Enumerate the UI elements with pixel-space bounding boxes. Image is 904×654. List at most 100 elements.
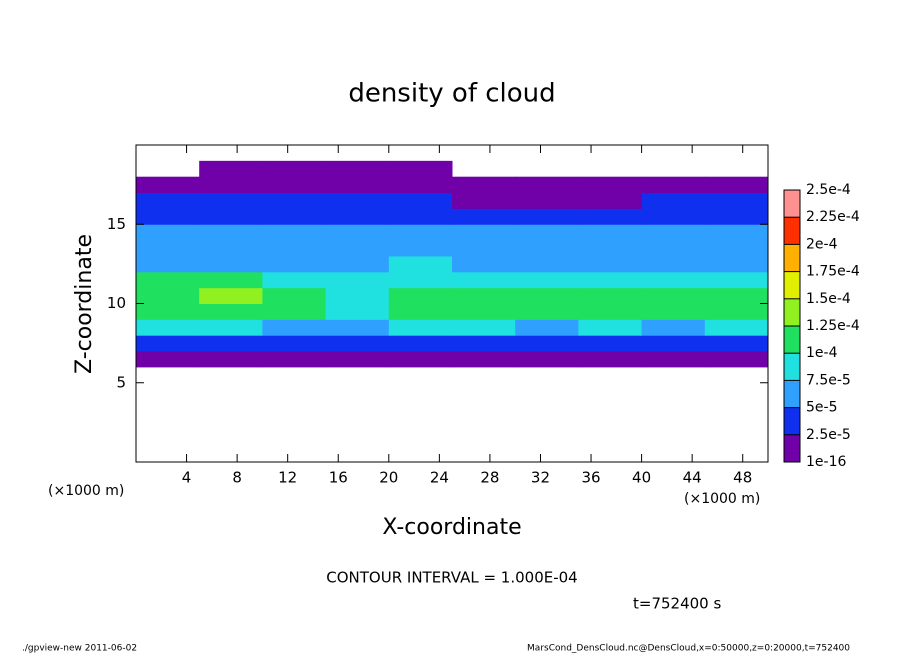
colorbar-swatch [784,271,800,299]
heat-cell [199,335,263,352]
heat-cell [199,160,263,178]
heat-cell [199,319,263,336]
contour-note: CONTOUR INTERVAL = 1.000E-04 [326,569,577,587]
heat-cell [325,351,390,368]
x-tick-label: 40 [632,469,651,487]
colorbar-label: 2.25e-4 [806,209,860,225]
heat-cell [452,240,516,257]
heat-cell [136,335,200,352]
heat-cell [452,224,516,241]
heat-cell [388,335,453,352]
heat-cell [515,176,579,194]
heat-cell [452,335,516,352]
colorbar-label: 7.5e-5 [806,372,851,388]
heat-cell [515,335,579,352]
heat-cell [578,224,643,241]
heat-cell [641,208,706,225]
heat-cell [515,224,579,241]
heat-cell [641,271,706,289]
heat-cell [704,255,769,273]
heat-cell [136,208,200,225]
heat-cell [262,271,327,289]
heat-cell [452,303,516,320]
heat-cell [578,208,643,225]
heat-cell [325,160,390,178]
y-tick-label: 15 [107,215,126,233]
heat-cell [388,176,453,194]
heat-cell [388,240,453,257]
heat-cell [704,303,769,320]
heat-cell [641,335,706,352]
heat-cell [136,271,200,289]
colorbar-swatch [784,353,800,381]
heat-cell [325,255,390,273]
heat-cell [262,351,327,368]
colorbar-swatch [784,380,800,408]
colorbar-label: 1e-16 [806,454,846,470]
x-tick-label: 28 [480,469,499,487]
heat-cell [704,287,769,304]
heat-cell [262,224,327,241]
heat-cell [325,224,390,241]
footer: ./gpview-new 2011-06-02 [22,644,137,654]
heat-cell [578,287,643,304]
heat-cell [388,287,453,304]
heat-cell [136,255,200,273]
colorbar-swatch [784,407,800,435]
heat-cell [325,240,390,257]
colorbar-swatch [784,298,800,326]
heat-cell [199,271,263,289]
chart-title: density of cloud [348,79,555,109]
heat-cell [641,176,706,194]
colorbar-swatch [784,434,800,462]
footer: MarsCond_DensCloud.nc@DensCloud,x=0:5000… [527,644,850,654]
heat-cell [388,351,453,368]
x-tick-label: 48 [733,469,752,487]
heat-cell [704,176,769,194]
heat-cell [578,319,643,336]
heat-cell [136,351,200,368]
heat-cell [578,335,643,352]
heat-cell [325,208,390,225]
heat-cell [325,303,390,320]
heat-cell [325,319,390,336]
heat-cell [515,255,579,273]
heat-cell [452,271,516,289]
heat-cell [452,255,516,273]
heat-cell [199,240,263,257]
x-tick-label: 20 [379,469,398,487]
heat-cell [515,303,579,320]
heat-cell [136,303,200,320]
x-tick-label: 8 [232,469,242,487]
heat-cell [388,208,453,225]
x-axis-label: X-coordinate [382,515,521,540]
heat-cell [452,287,516,304]
y-axis-label: Z-coordinate [72,234,97,374]
heat-cell [199,176,263,194]
heat-cell [136,224,200,241]
heat-cell [452,351,516,368]
heat-cell [641,319,706,336]
heat-cell [515,208,579,225]
heat-cell [388,160,453,178]
heat-cell [578,240,643,257]
colorbar-label: 1.75e-4 [806,264,860,280]
x-tick-label: 44 [683,469,702,487]
x-tick-label: 12 [278,469,297,487]
heat-cell [325,271,390,289]
heat-cell [641,224,706,241]
heat-cell [452,208,516,225]
colorbar-label: 5e-5 [806,400,837,416]
heat-cell [388,271,453,289]
heat-cell [641,192,706,209]
colorbar-label: 2e-4 [806,236,838,252]
heat-cell [578,192,643,209]
heat-cell [199,287,263,304]
heat-cell [452,319,516,336]
heat-cell [325,192,390,209]
heat-cell [452,176,516,194]
heat-cell [325,176,390,194]
heat-cell [262,208,327,225]
x-tick-label: 32 [531,469,550,487]
heat-cell [704,335,769,352]
